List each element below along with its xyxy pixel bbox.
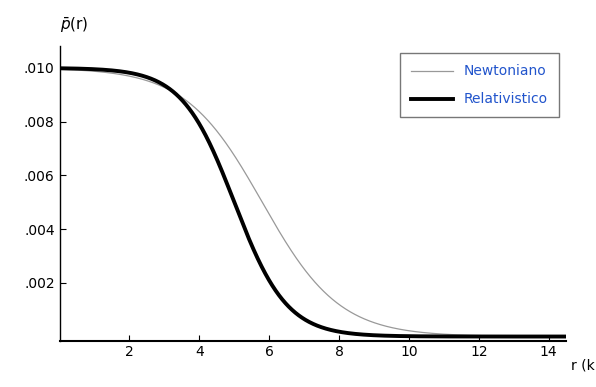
Newtoniano: [563, 334, 570, 339]
Relativistico: [114, 68, 121, 73]
Legend: Newtoniano, Relativistico: Newtoniano, Relativistico: [400, 53, 559, 118]
Relativistico: [56, 66, 63, 70]
Line: Relativistico: Relativistico: [60, 68, 566, 337]
Relativistico: [144, 75, 151, 80]
Newtoniano: [552, 334, 560, 339]
Newtoniano: [114, 72, 121, 76]
Newtoniano: [250, 185, 257, 190]
Newtoniano: [272, 223, 280, 228]
Relativistico: [553, 334, 560, 339]
Newtoniano: [498, 334, 505, 338]
Newtoniano: [144, 79, 151, 83]
Relativistico: [250, 248, 257, 252]
Relativistico: [458, 334, 465, 339]
Relativistico: [272, 289, 280, 293]
Relativistico: [563, 334, 570, 339]
Text: r (km): r (km): [571, 358, 596, 372]
Text: $\bar{p}$(r): $\bar{p}$(r): [60, 15, 88, 35]
Newtoniano: [56, 67, 63, 72]
Line: Newtoniano: Newtoniano: [60, 69, 566, 336]
Relativistico: [498, 334, 505, 339]
